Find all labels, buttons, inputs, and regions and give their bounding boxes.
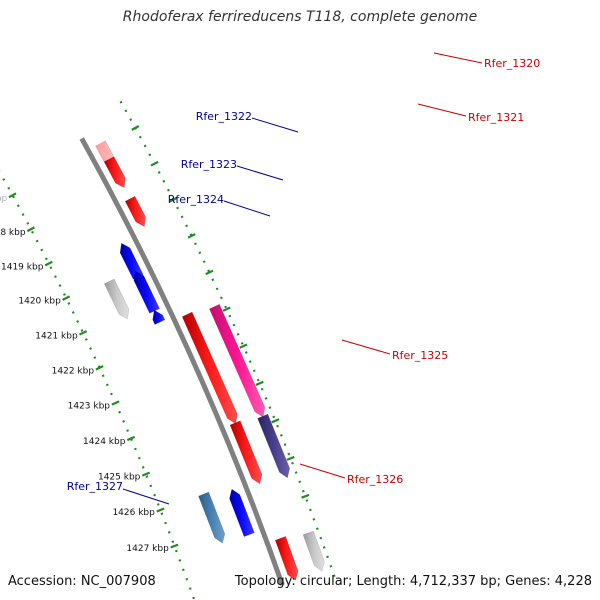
gene-arrow-rfer-1327[interactable] [198,491,226,544]
major-tick [255,380,264,386]
tick-label: 1427 kbp [126,544,169,554]
tick-label: 1426 kbp [112,508,155,518]
map-title: Rhodoferax ferrireducens T118, complete … [122,9,478,25]
major-tick [26,226,35,233]
label-leader-line [236,165,284,181]
major-tick [150,160,159,167]
gene-arrow-rfer-1325[interactable] [209,303,266,418]
major-tick [44,260,53,267]
accession-text: Accession: NC_007908 [8,574,156,589]
tick-label: 1423 kbp [68,401,111,411]
tick-label: 1424 kbp [83,437,126,447]
major-tick [286,455,295,461]
label-leader-line [299,463,346,479]
major-tick [170,543,179,549]
gene-label[interactable]: Rfer_1325 [392,349,448,362]
gene-label[interactable]: Rfer_1327 [67,480,123,493]
major-tick [271,418,280,424]
gene-label[interactable]: Rfer_1322 [196,110,252,123]
tick-label: 1419 kbp [1,262,44,272]
major-tick [131,125,140,131]
major-tick [62,295,71,301]
tick-label: 1421 kbp [35,331,78,341]
major-tick [239,343,248,349]
label-leader-line [223,200,271,217]
major-tick [79,330,88,336]
label-layer: Rfer_1320 Rfer_1321 Rfer_1322 Rfer_1323 Rfer… [67,52,540,505]
gene-arrow-unlabeled[interactable] [229,488,255,537]
gene-arrow-rfer-1324[interactable] [152,309,166,325]
major-tick [111,400,120,406]
major-tick [222,306,231,312]
gene-arrow-rfer-1326[interactable] [257,413,291,479]
tick-label: 1425 kbp [98,472,141,482]
tick-label: 1420 kbp [18,297,61,307]
genome-backbone [79,137,285,586]
gene-label[interactable]: Rfer_1323 [181,158,237,171]
tick-label: 1418 kbp [0,228,26,238]
gene-arrow-unlabeled[interactable] [274,536,299,581]
label-leader-line [417,103,467,117]
gene-layer [95,140,325,581]
label-leader-line [341,339,391,355]
gene-arrow-unlabeled[interactable] [181,311,238,425]
gene-arrow-rfer-1320[interactable] [103,156,126,189]
genome-summary-text: Topology: circular; Length: 4,712,337 bp… [234,574,592,589]
gene-arrow-unlabeled[interactable] [103,278,130,320]
major-tick [8,192,17,199]
tick-label: 1422 kbp [52,366,95,376]
backbone-layer [79,137,285,586]
gene-arrow-unlabeled[interactable] [229,420,263,485]
major-tick [205,269,214,276]
gene-label[interactable]: Rfer_1321 [468,111,524,124]
gene-arrow-rfer-1323[interactable] [133,270,161,314]
scale-track-inner [0,170,196,600]
gene-label[interactable]: Rfer_1320 [484,57,540,70]
major-tick [95,365,104,371]
gene-arrow-unlabeled[interactable] [302,530,325,572]
gene-arrow-rfer-1321[interactable] [124,195,146,228]
tick-layer: 1417 kbp 1418 kbp 1419 kbp 1420 kbp 1421 kbp… [0,100,337,600]
major-tick [187,233,196,239]
major-tick [141,471,151,477]
major-tick [156,507,165,513]
major-tick [169,196,178,203]
major-tick [301,493,310,499]
gene-label[interactable]: Rfer_1326 [347,473,403,486]
label-leader-line [433,52,483,64]
label-leader-line [251,117,299,133]
gene-label[interactable]: Rfer_1324 [168,193,224,206]
label-leader-line [122,488,170,505]
tick-label: 1417 kbp [0,194,8,204]
major-tick [126,435,136,442]
